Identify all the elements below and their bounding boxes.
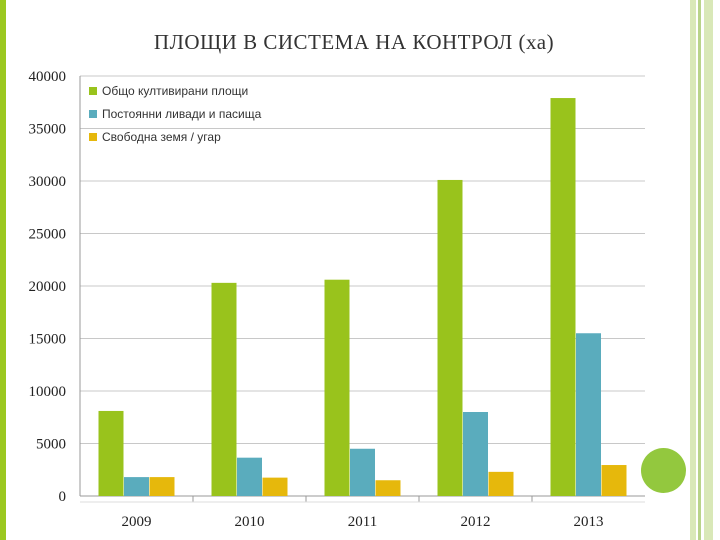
bar — [375, 480, 401, 496]
y-tick-label: 35000 — [29, 122, 67, 138]
y-tick-label: 15000 — [29, 332, 67, 348]
legend-swatch — [89, 110, 97, 118]
bar — [576, 333, 601, 496]
y-tick-label: 0 — [59, 489, 67, 505]
bar — [550, 98, 576, 497]
legend-label: Общо култивирани площи — [102, 84, 248, 98]
bar — [149, 477, 175, 496]
x-tick-label: 2012 — [461, 514, 491, 530]
x-tick-label: 2009 — [122, 514, 152, 530]
left-accent-bar — [0, 0, 6, 540]
legend-swatch — [89, 87, 97, 95]
slide-title: ПЛОЩИ В СИСТЕМА НА КОНТРОЛ (ха) — [153, 30, 555, 54]
y-tick-label: 20000 — [29, 279, 67, 295]
y-tick-label: 30000 — [29, 174, 67, 190]
bar — [324, 279, 350, 496]
bar — [211, 282, 237, 496]
y-tick-label: 40000 — [29, 69, 67, 85]
bar — [601, 465, 627, 496]
decorative-circle — [641, 448, 686, 493]
x-tick-label: 2011 — [348, 514, 377, 530]
legend-label: Свободна земя / угар — [102, 130, 221, 144]
bar — [237, 457, 262, 496]
bar — [98, 410, 124, 496]
bar — [437, 179, 463, 496]
legend-label: Постоянни ливади и пасища — [102, 107, 262, 121]
legend-swatch — [89, 133, 97, 141]
right-stripe-bar-dark — [698, 0, 701, 540]
bar — [350, 448, 375, 496]
y-tick-label: 25000 — [29, 227, 67, 243]
right-stripe-bar-light — [704, 0, 713, 540]
right-stripe-bar — [690, 0, 696, 540]
bar — [488, 471, 514, 496]
bar — [262, 477, 288, 496]
y-tick-label: 5000 — [36, 437, 66, 453]
bar — [463, 412, 488, 496]
bar — [124, 477, 149, 496]
x-tick-label: 2010 — [235, 514, 265, 530]
y-tick-label: 10000 — [29, 384, 67, 400]
x-tick-label: 2013 — [574, 514, 604, 530]
